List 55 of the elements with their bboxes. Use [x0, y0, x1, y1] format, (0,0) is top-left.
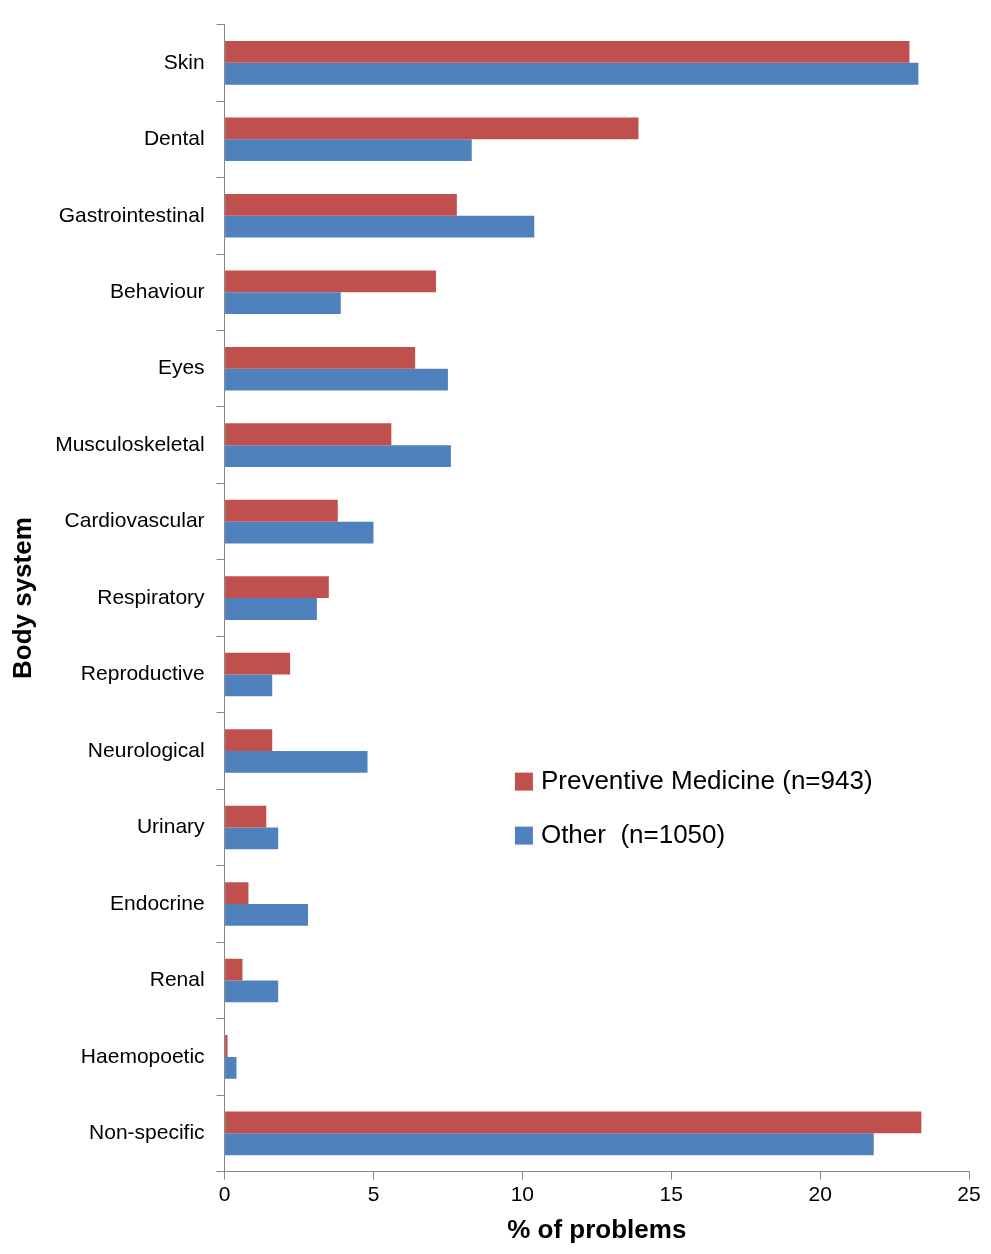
y-tick-label: Renal — [149, 967, 205, 991]
bar — [225, 423, 392, 446]
bar — [225, 652, 291, 675]
x-tick-label: 15 — [659, 1182, 683, 1205]
bar — [225, 674, 273, 697]
bar — [225, 445, 451, 467]
y-tick-label: Urinary — [136, 814, 206, 838]
bar — [225, 368, 448, 391]
bar — [225, 729, 273, 752]
bar — [225, 1056, 237, 1079]
x-tick-label: 20 — [808, 1182, 832, 1205]
y-tick-label: Gastrointestinal — [58, 202, 205, 226]
bar — [225, 980, 279, 1003]
bar — [225, 598, 317, 620]
bar — [225, 117, 639, 140]
y-tick-label: Musculoskeletal — [55, 431, 205, 455]
x-tick-label: 5 — [367, 1182, 380, 1205]
y-tick-label: Neurological — [87, 737, 205, 761]
x-axis-title: % of problems — [507, 1213, 687, 1244]
y-axis-title: Body system — [6, 517, 37, 680]
bar — [225, 41, 910, 63]
y-tick-label: Haemopoetic — [80, 1043, 205, 1067]
y-tick-label: Non-specific — [89, 1120, 205, 1144]
x-tick-label: 10 — [510, 1182, 535, 1205]
bar — [225, 215, 535, 238]
legend-label: Other (n=1050) — [540, 818, 726, 849]
x-tick-label: 0 — [218, 1182, 231, 1205]
bar — [225, 193, 457, 216]
bar — [225, 521, 374, 544]
bar — [225, 827, 279, 850]
bar — [225, 292, 341, 315]
y-tick-label: Skin — [163, 49, 205, 73]
bar — [225, 882, 249, 904]
bar — [225, 1111, 922, 1134]
y-tick-label: Reproductive — [80, 661, 205, 685]
y-tick-label: Eyes — [157, 355, 205, 379]
bar — [225, 805, 267, 828]
y-tick-label: Endocrine — [110, 890, 205, 914]
bar — [225, 903, 308, 926]
bar — [225, 576, 329, 599]
bar — [225, 270, 437, 293]
legend-label: Preventive Medicine (n=943) — [540, 764, 873, 795]
bar — [225, 1035, 228, 1057]
y-tick-label: Dental — [143, 126, 205, 150]
bar — [225, 499, 338, 522]
bar — [225, 1133, 874, 1156]
bar — [225, 62, 919, 85]
bar — [225, 958, 243, 981]
bar — [225, 346, 416, 369]
y-tick-label: Behaviour — [110, 279, 205, 303]
bar — [225, 139, 472, 162]
y-tick-label: Cardiovascular — [64, 508, 205, 532]
bar — [225, 751, 368, 773]
x-tick-label: 25 — [957, 1182, 981, 1205]
y-tick-label: Respiratory — [97, 584, 206, 608]
